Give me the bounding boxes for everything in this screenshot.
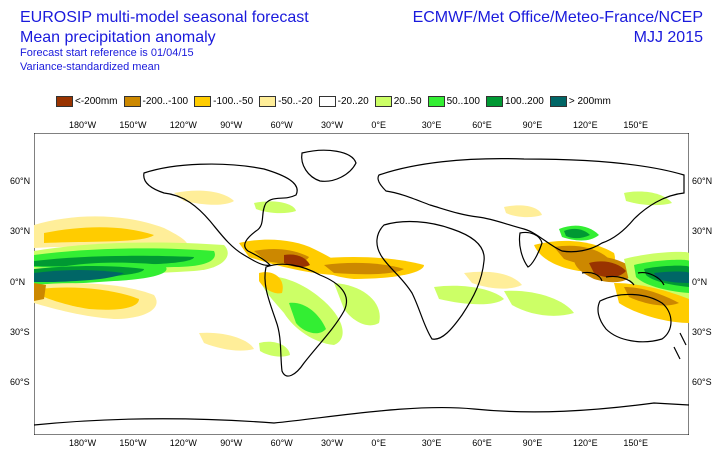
legend-swatch [123,95,141,107]
method-note: Variance-standardized mean [20,61,160,73]
lon-label-top: 60°W [270,120,293,130]
color-legend: <-200mm -200..-100 -100..-50 -50..-20 -20..2… [56,94,617,108]
lat-label-right: 30°N [692,226,713,236]
lon-label-bottom: 30°W [321,438,344,448]
europe-asia-coast [377,158,685,253]
india-coast [518,231,543,268]
lat-label-left: 60°N [10,176,31,186]
lon-label-top: 120°W [169,120,197,130]
legend-item: 20..50 [374,95,422,107]
legend-item: <-200mm [56,95,118,107]
legend-swatch [56,95,73,107]
precip-anomaly-map [34,133,689,435]
lat-label-right: 60°S [692,377,712,387]
lat-label-right: 60°N [692,176,713,186]
legend-item: > 200mm [549,95,611,107]
lon-label-bottom: 60°W [270,438,293,448]
lat-label-left: 30°N [10,226,31,236]
lat-label-left: 0°N [10,277,26,287]
lon-label-top: 90°W [220,120,243,130]
legend-swatch [194,95,212,107]
lon-label-bottom: 60°E [472,438,492,448]
season-label: MJJ 2015 [633,29,703,46]
south-america-coast [264,263,348,377]
lon-label-bottom: 30°E [421,438,442,448]
legend-item: -50..-20 [259,95,313,107]
lon-label-top: 30°W [321,120,344,130]
lon-label-top: 180°W [69,120,97,130]
lon-label-bottom: 120°E [573,438,598,448]
antarctica-coast [34,402,689,426]
new-zealand-coast [673,332,687,360]
legend-swatch [259,95,277,107]
lon-label-top: 60°E [472,120,492,130]
map-title: EUROSIP multi-model seasonal forecast [20,9,309,26]
legend-label: <-200mm [75,95,118,107]
lat-label-right: 30°S [692,327,712,337]
legend-item: -200..-100 [123,95,189,107]
legend-swatch [427,95,445,107]
legend-label: 50..100 [446,95,480,107]
legend-label: -200..-100 [142,95,189,107]
lon-label-bottom: 150°W [119,438,147,448]
legend-label: -50..-20 [278,95,313,107]
coastlines [34,149,689,426]
indonesia-coast [581,271,665,286]
lat-label-right: 0°N [692,277,708,287]
lon-label-top: 120°E [573,120,598,130]
legend-item: 50..100 [427,95,480,107]
map-frame [34,133,689,435]
lon-label-bottom: 0°E [371,438,386,448]
forecast-start-note: Forecast start reference is 01/04/15 [20,47,194,59]
lon-label-bottom: 150°E [623,438,649,448]
lat-label-left: 30°S [10,327,30,337]
lon-label-top: 90°E [522,120,543,130]
africa-coast [376,220,485,340]
lon-label-top: 30°E [421,120,442,130]
lon-label-top: 150°E [623,120,649,130]
lon-label-bottom: 90°E [522,438,543,448]
legend-swatch [549,95,567,107]
lon-label-top: 150°W [119,120,147,130]
legend-item: -20..20 [318,95,369,107]
anomaly-shading [34,190,689,357]
producers-label: ECMWF/Met Office/Meteo-France/NCEP [412,9,703,26]
legend-item: 100..200 [485,95,544,107]
greenland-coast [301,149,357,182]
legend-swatch [485,95,503,107]
legend-label: -20..20 [337,95,369,107]
legend-swatch [318,95,336,107]
lon-label-top: 0°E [371,120,386,130]
legend-swatch [374,95,392,107]
north-america-coast [143,163,298,266]
lon-label-bottom: 180°W [69,438,97,448]
lat-label-left: 60°S [10,377,30,387]
australia-coast [597,293,672,343]
lon-label-bottom: 90°W [220,438,243,448]
legend-label: 100..200 [504,95,544,107]
map-subtitle: Mean precipitation anomaly [20,29,216,46]
lon-label-bottom: 120°W [169,438,197,448]
legend-label: > 200mm [568,95,611,107]
legend-item: -100..-50 [194,95,254,107]
legend-label: 20..50 [393,95,422,107]
legend-label: -100..-50 [213,95,254,107]
